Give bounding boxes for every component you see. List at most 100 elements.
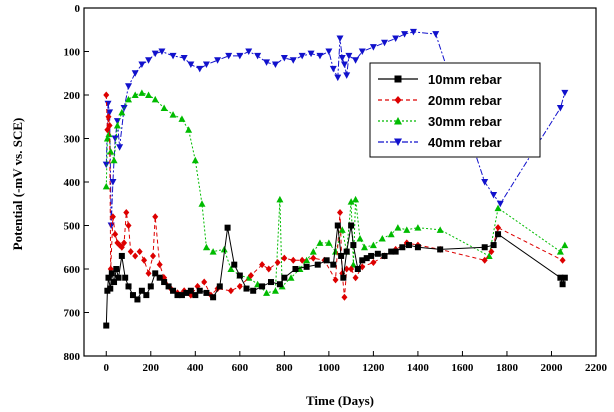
data-point <box>187 287 194 294</box>
data-point <box>227 287 234 295</box>
data-point <box>356 235 364 242</box>
data-point <box>263 59 271 66</box>
data-point <box>107 148 115 155</box>
legend-label: 40mm rebar <box>428 135 502 150</box>
x-tick-label: 2200 <box>585 362 608 374</box>
data-point <box>340 61 348 69</box>
data-point <box>113 266 120 272</box>
data-point <box>138 61 146 69</box>
data-point <box>180 55 188 62</box>
data-point <box>352 57 360 64</box>
data-point <box>178 115 186 122</box>
data-point <box>156 274 163 281</box>
data-point <box>201 278 208 286</box>
data-point <box>143 292 150 299</box>
data-point <box>102 161 110 169</box>
data-point <box>216 283 223 290</box>
data-point <box>374 250 381 257</box>
data-point <box>103 135 111 142</box>
data-point <box>107 285 114 292</box>
data-point <box>352 195 360 203</box>
data-point <box>338 252 345 259</box>
data-point <box>265 265 272 273</box>
data-point <box>557 274 564 281</box>
data-point <box>250 287 257 294</box>
data-point <box>224 224 231 231</box>
data-point <box>394 224 402 231</box>
data-point <box>378 235 386 242</box>
data-point <box>165 283 172 290</box>
data-point <box>104 100 112 108</box>
data-point <box>340 274 347 281</box>
x-tick-label: 1600 <box>451 362 474 374</box>
data-point <box>481 244 488 251</box>
legend-items: 10mm rebar 20mm rebar 30mm rebar 40mm rebar <box>378 72 502 150</box>
data-point <box>381 252 388 259</box>
legend-marker <box>394 96 402 104</box>
data-point <box>105 274 112 281</box>
data-point <box>325 239 333 246</box>
data-point <box>350 242 357 249</box>
data-point <box>111 135 119 142</box>
x-tick-label: 1000 <box>318 362 341 374</box>
data-point <box>303 263 310 270</box>
data-point <box>561 89 569 97</box>
data-point <box>298 52 306 60</box>
data-point <box>187 61 195 69</box>
data-point <box>381 39 389 47</box>
data-point <box>125 95 133 103</box>
data-point <box>281 274 288 281</box>
data-point <box>103 91 110 99</box>
data-point <box>127 248 134 256</box>
data-point <box>169 52 177 60</box>
data-point <box>360 243 368 251</box>
data-point <box>401 31 409 38</box>
data-point <box>309 248 317 255</box>
data-point <box>409 28 417 36</box>
data-point <box>341 293 348 301</box>
data-point <box>136 248 143 256</box>
data-point <box>160 104 168 112</box>
data-point <box>231 261 238 268</box>
data-point <box>183 289 190 296</box>
x-tick-label: 1800 <box>496 362 519 374</box>
y-tick-label: 0 <box>75 3 81 15</box>
data-point <box>131 91 139 98</box>
data-point <box>488 248 495 256</box>
legend: 10mm rebar 20mm rebar 30mm rebar 40mm rebar <box>369 62 541 158</box>
data-point <box>271 287 279 294</box>
data-point <box>259 283 266 290</box>
data-point <box>103 322 110 329</box>
data-point <box>287 274 295 281</box>
data-point <box>414 224 422 231</box>
data-point <box>185 126 193 133</box>
data-point <box>348 265 355 273</box>
data-point <box>347 198 355 205</box>
data-point <box>192 292 199 299</box>
data-point <box>236 272 243 279</box>
data-point <box>210 294 217 301</box>
y-tick-label: 100 <box>64 47 81 59</box>
data-point <box>131 70 139 77</box>
data-point <box>274 258 281 266</box>
legend-label: 10mm rebar <box>428 72 502 87</box>
data-point <box>214 57 222 64</box>
data-point <box>202 61 210 69</box>
data-point <box>209 248 217 255</box>
data-point <box>556 105 564 112</box>
data-point <box>203 289 210 296</box>
data-point <box>299 256 306 264</box>
data-point <box>102 182 110 190</box>
data-point <box>112 230 119 238</box>
data-point <box>110 156 118 164</box>
data-point <box>358 48 366 55</box>
data-point <box>495 231 502 238</box>
x-tick-label: 200 <box>143 362 160 374</box>
data-point <box>496 200 504 208</box>
data-point <box>118 252 125 259</box>
data-point <box>105 130 113 138</box>
data-point <box>109 179 117 186</box>
data-point <box>145 269 152 277</box>
data-point <box>134 296 141 303</box>
data-point <box>403 226 411 233</box>
